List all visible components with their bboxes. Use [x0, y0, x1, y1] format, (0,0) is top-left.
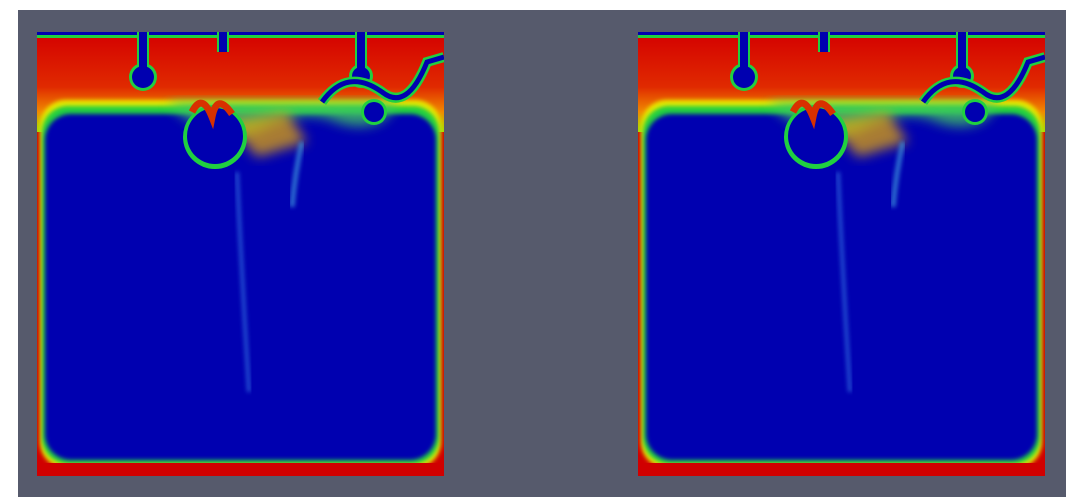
simulation-right	[638, 32, 1045, 476]
simulation-left	[37, 32, 444, 476]
